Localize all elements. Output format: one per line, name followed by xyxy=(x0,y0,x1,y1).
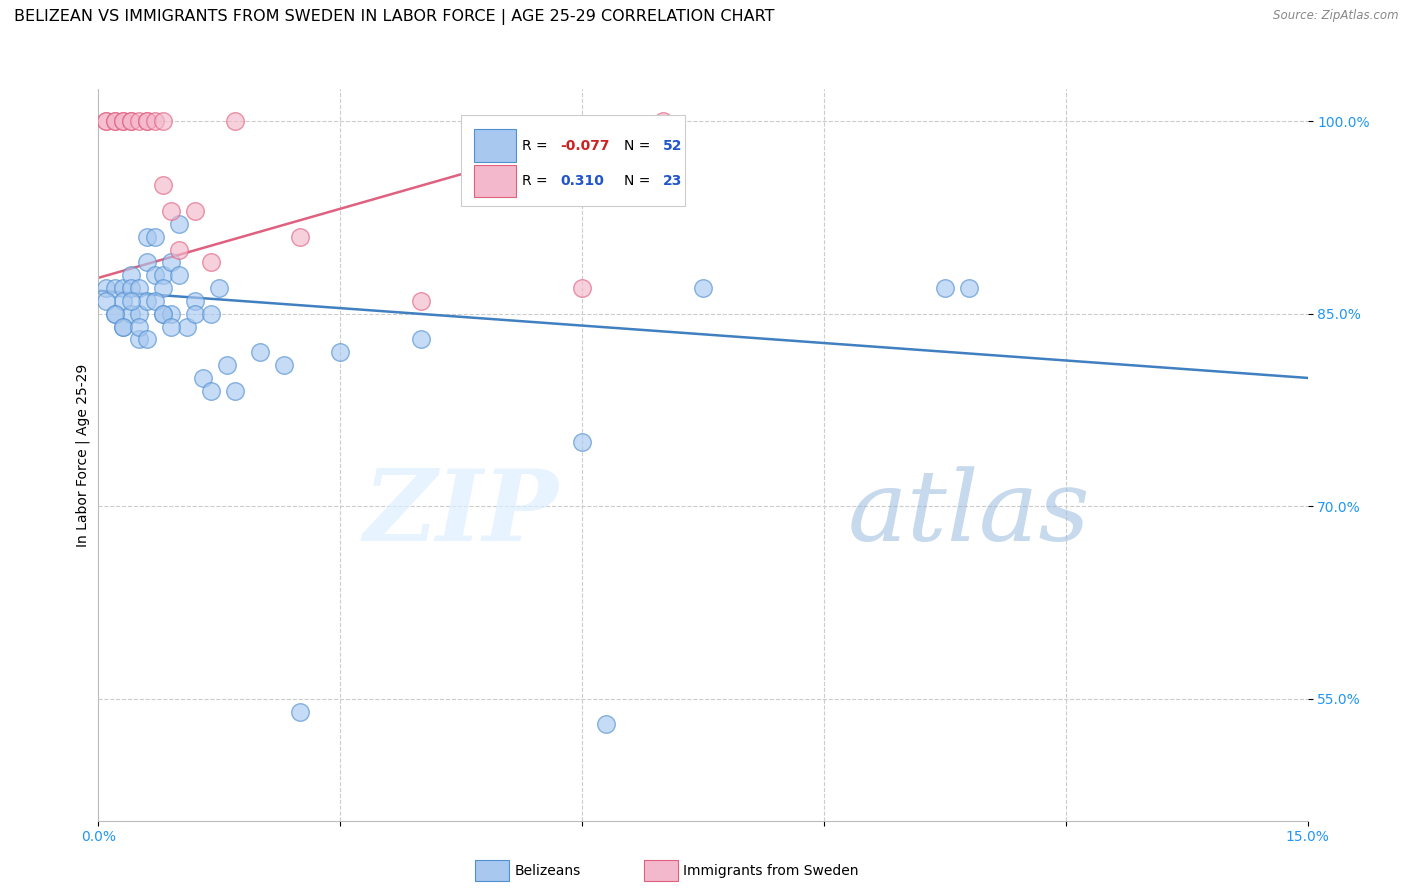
Point xyxy=(152,307,174,321)
Point xyxy=(143,268,166,283)
Point xyxy=(288,705,311,719)
Text: BELIZEAN VS IMMIGRANTS FROM SWEDEN IN LABOR FORCE | AGE 25-29 CORRELATION CHART: BELIZEAN VS IMMIGRANTS FROM SWEDEN IN LA… xyxy=(14,9,775,25)
Text: 23: 23 xyxy=(664,174,682,187)
Point xyxy=(128,319,150,334)
Point xyxy=(120,307,142,321)
Text: Immigrants from Sweden: Immigrants from Sweden xyxy=(683,863,859,878)
Point xyxy=(152,307,174,321)
Point xyxy=(208,281,231,295)
Point xyxy=(184,307,207,321)
Point xyxy=(143,229,166,244)
Point xyxy=(96,293,118,308)
Point xyxy=(128,333,150,347)
Point xyxy=(200,255,222,269)
Point xyxy=(120,281,142,295)
Point xyxy=(103,114,125,128)
Point xyxy=(120,268,142,283)
Point xyxy=(167,243,190,257)
Point xyxy=(273,358,295,372)
Point xyxy=(96,281,118,295)
Text: atlas: atlas xyxy=(848,466,1091,561)
Point xyxy=(193,371,215,385)
Point xyxy=(200,384,222,398)
Point xyxy=(103,307,125,321)
Text: 0.310: 0.310 xyxy=(561,174,605,187)
Point xyxy=(120,114,142,128)
Point xyxy=(111,319,134,334)
Text: R =: R = xyxy=(522,174,551,187)
Point xyxy=(135,229,157,244)
FancyBboxPatch shape xyxy=(474,164,516,197)
Point xyxy=(160,319,183,334)
Point xyxy=(934,281,956,295)
Point xyxy=(571,435,593,450)
Text: R =: R = xyxy=(522,138,551,153)
Point xyxy=(103,114,125,128)
Point xyxy=(103,307,125,321)
Point xyxy=(135,333,157,347)
Point xyxy=(128,114,150,128)
Point xyxy=(111,293,134,308)
Text: -0.077: -0.077 xyxy=(561,138,610,153)
Text: Belizeans: Belizeans xyxy=(515,863,581,878)
Point xyxy=(160,255,183,269)
Point xyxy=(111,281,134,295)
Point xyxy=(96,114,118,128)
Text: N =: N = xyxy=(624,174,655,187)
Point xyxy=(120,293,142,308)
Point xyxy=(176,319,198,334)
Point xyxy=(595,717,617,731)
Point xyxy=(409,333,432,347)
Point xyxy=(152,281,174,295)
Point xyxy=(224,384,246,398)
Point xyxy=(329,345,352,359)
Point xyxy=(111,319,134,334)
FancyBboxPatch shape xyxy=(461,115,685,206)
FancyBboxPatch shape xyxy=(474,129,516,161)
Point xyxy=(692,281,714,295)
Point xyxy=(152,268,174,283)
Point xyxy=(217,358,239,372)
Point xyxy=(288,229,311,244)
Point xyxy=(184,204,207,219)
Y-axis label: In Labor Force | Age 25-29: In Labor Force | Age 25-29 xyxy=(76,363,90,547)
Point xyxy=(128,281,150,295)
Point xyxy=(200,307,222,321)
Point xyxy=(135,293,157,308)
Point xyxy=(184,293,207,308)
Point xyxy=(651,114,673,128)
Point xyxy=(96,114,118,128)
Point xyxy=(152,178,174,193)
Point xyxy=(120,114,142,128)
Point xyxy=(957,281,980,295)
Point xyxy=(135,255,157,269)
Text: N =: N = xyxy=(624,138,655,153)
Point xyxy=(135,114,157,128)
Point xyxy=(103,281,125,295)
Text: Source: ZipAtlas.com: Source: ZipAtlas.com xyxy=(1274,9,1399,22)
Text: 52: 52 xyxy=(664,138,682,153)
Point xyxy=(224,114,246,128)
Point xyxy=(128,307,150,321)
Point xyxy=(135,114,157,128)
Point xyxy=(111,114,134,128)
Point xyxy=(160,204,183,219)
Text: ZIP: ZIP xyxy=(363,466,558,562)
Point xyxy=(152,114,174,128)
Point xyxy=(111,114,134,128)
Point xyxy=(143,114,166,128)
Point xyxy=(571,281,593,295)
Point xyxy=(409,293,432,308)
Point xyxy=(167,268,190,283)
Point xyxy=(167,217,190,231)
Point xyxy=(249,345,271,359)
Point xyxy=(160,307,183,321)
Point xyxy=(143,293,166,308)
